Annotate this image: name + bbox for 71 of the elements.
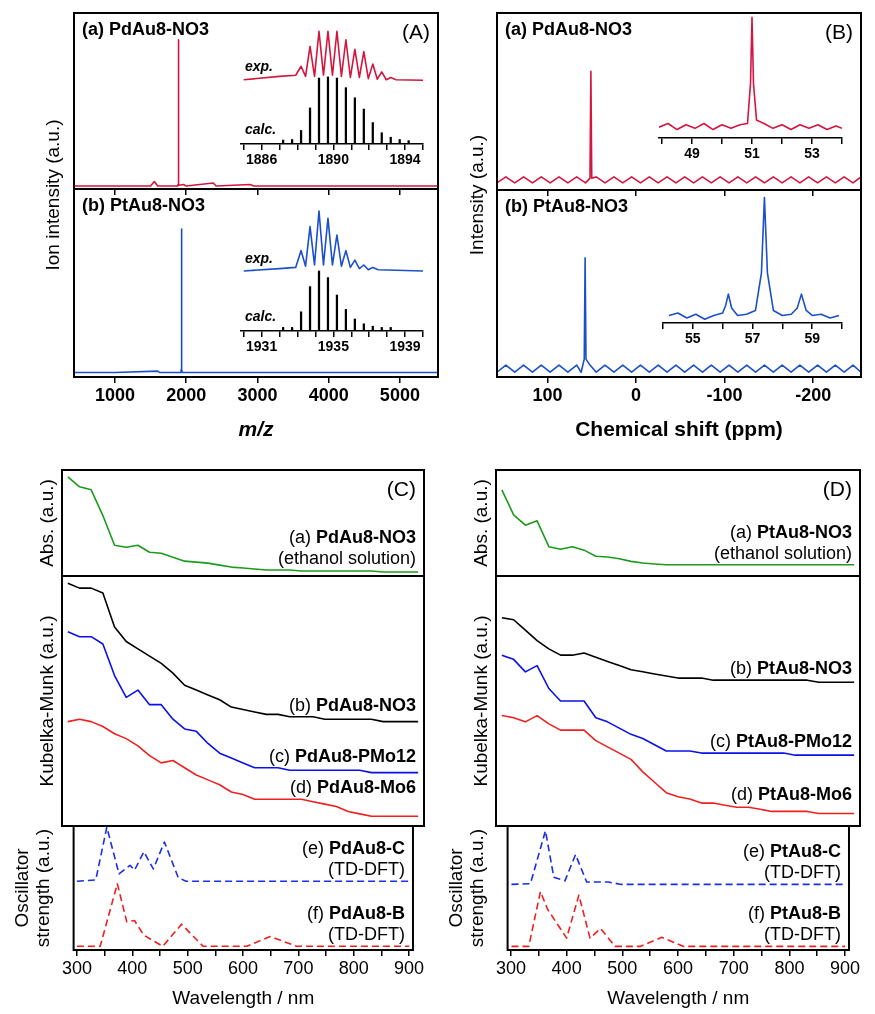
x-tick-label: 800 — [338, 957, 369, 978]
series-label: (f) PdAu8-B (TD-DFT) — [306, 903, 405, 945]
x-tick-label: 57 — [744, 330, 761, 347]
x-tick-label: -100 — [706, 384, 743, 405]
x-tick-label: 59 — [804, 330, 821, 347]
series-label: (b) PdAu8-NO3 — [288, 694, 416, 715]
x-tick-label: 400 — [117, 957, 148, 978]
x-axis-title: m/z — [238, 417, 274, 441]
series-label: (e) PtAu8-C (TD-DFT) — [742, 841, 841, 883]
x-tick-label: 800 — [774, 957, 805, 978]
x-tick-label: 900 — [830, 957, 861, 978]
x-axis-title: Chemical shift (ppm) — [575, 417, 783, 441]
x-tick-label: 5000 — [379, 384, 420, 405]
annotation: (B) — [825, 20, 853, 43]
series-label: (c) PdAu8-PMo12 — [268, 745, 417, 766]
annotation: (A) — [402, 20, 430, 43]
x-tick-label: 1894 — [389, 151, 421, 168]
annotation: (C) — [386, 477, 416, 500]
y-axis-title: Abs. (a.u.) — [469, 479, 491, 567]
x-tick-label: -200 — [795, 384, 832, 405]
y-axis-title: Ion intensity (a.u.) — [41, 119, 63, 271]
x-tick-label: 600 — [662, 957, 694, 978]
x-tick-label: 49 — [684, 145, 700, 162]
chart-title: (a) PdAu8-NO3 — [505, 19, 633, 39]
x-tick-label: 1939 — [389, 338, 421, 355]
x-tick-label: 53 — [804, 145, 820, 162]
series-label: (d) PtAu8-Mo6 — [731, 784, 852, 805]
series-label: (e) PdAu8-C (TD-DFT) — [301, 838, 405, 880]
x-tick-label: 55 — [685, 330, 701, 347]
x-tick-label: 51 — [744, 145, 760, 162]
y-axis-title: Abs. (a.u.) — [35, 479, 57, 567]
x-axis-title: Wavelength / nm — [172, 986, 315, 1008]
x-tick-label: 900 — [394, 957, 425, 978]
y-axis-title: Kubelka-Munk (a.u.) — [35, 615, 57, 787]
x-tick-label: 1890 — [317, 151, 350, 168]
x-tick-label: 4000 — [308, 384, 349, 405]
y-axis-title: Kubelka-Munk (a.u.) — [469, 615, 491, 787]
series-label: exp. — [245, 57, 274, 74]
x-tick-label: 1886 — [246, 151, 278, 168]
chart-title: (b) PtAu8-NO3 — [82, 195, 205, 215]
series-label: (d) PdAu8-Mo6 — [290, 777, 416, 798]
x-tick-label: 300 — [495, 957, 526, 978]
y-axis-title: Oscillator strength (a.u.) — [445, 828, 487, 948]
chart-title: (b) PtAu8-NO3 — [505, 196, 628, 216]
x-tick-label: 500 — [172, 957, 203, 978]
series-label: calc. — [245, 308, 277, 325]
series-label: calc. — [245, 121, 277, 138]
x-tick-label: 500 — [607, 957, 638, 978]
x-tick-label: 700 — [718, 957, 749, 978]
x-axis-title: Wavelength / nm — [607, 986, 750, 1008]
series-label: (a) PtAu8-NO3 (ethanol solution) — [713, 521, 853, 563]
y-axis-title: Oscillator strength (a.u.) — [11, 828, 53, 948]
x-tick-label: 0 — [631, 384, 642, 405]
x-tick-label: 1931 — [246, 338, 278, 355]
x-tick-label: 700 — [283, 957, 314, 978]
y-axis-title: Intensity (a.u.) — [465, 134, 487, 256]
x-tick-label: 2000 — [166, 384, 207, 405]
x-tick-label: 3000 — [237, 384, 278, 405]
x-tick-label: 400 — [551, 957, 582, 978]
x-tick-label: 600 — [227, 957, 259, 978]
x-tick-label: 1935 — [317, 338, 350, 355]
series-label: (f) PtAu8-B (TD-DFT) — [748, 903, 841, 945]
x-tick-label: 100 — [532, 384, 563, 405]
x-tick-label: 1000 — [94, 384, 135, 405]
chart-title: (a) PdAu8-NO3 — [82, 19, 210, 39]
series-label: (a) PdAu8-NO3 (ethanol solution) — [277, 527, 417, 569]
annotation: (D) — [822, 477, 852, 500]
series-label: (b) PtAu8-NO3 — [729, 658, 853, 679]
x-tick-label: 300 — [61, 957, 92, 978]
series-label: exp. — [245, 250, 274, 267]
series-label: (c) PtAu8-PMo12 — [710, 731, 852, 752]
